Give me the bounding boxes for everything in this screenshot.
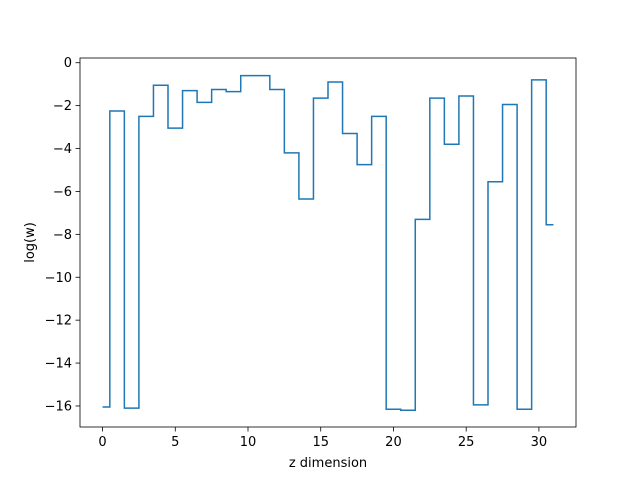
y-tick-label: 0 — [64, 56, 72, 71]
y-tick-label: −6 — [53, 185, 72, 200]
y-axis-ticks: 0 −2 −4 −6 −8 −10 −12 −14 −16 — [45, 56, 80, 414]
x-tick-label: 25 — [458, 435, 475, 450]
plot-frame — [79, 57, 577, 428]
y-tick-label: −8 — [53, 228, 72, 243]
y-tick-label: −14 — [45, 357, 72, 372]
plot-area — [80, 58, 576, 427]
x-tick-label: 20 — [385, 435, 402, 450]
y-tick-label: −2 — [53, 99, 72, 114]
y-tick-label: −12 — [45, 314, 72, 329]
y-tick-label: −16 — [45, 399, 72, 414]
y-tick-label: −4 — [53, 142, 72, 157]
x-tick-label: 30 — [531, 435, 548, 450]
x-tick-label: 10 — [240, 435, 257, 450]
y-tick-label: −10 — [45, 271, 72, 286]
series-step-line — [102, 74, 554, 412]
x-tick-label: 5 — [171, 435, 179, 450]
x-axis-label: z dimension — [289, 456, 367, 471]
x-tick-label: 0 — [98, 435, 106, 450]
y-axis-label: log(w) — [23, 222, 38, 263]
x-axis-ticks: 0 5 10 15 20 25 30 — [98, 427, 547, 450]
x-tick-label: 15 — [312, 435, 329, 450]
